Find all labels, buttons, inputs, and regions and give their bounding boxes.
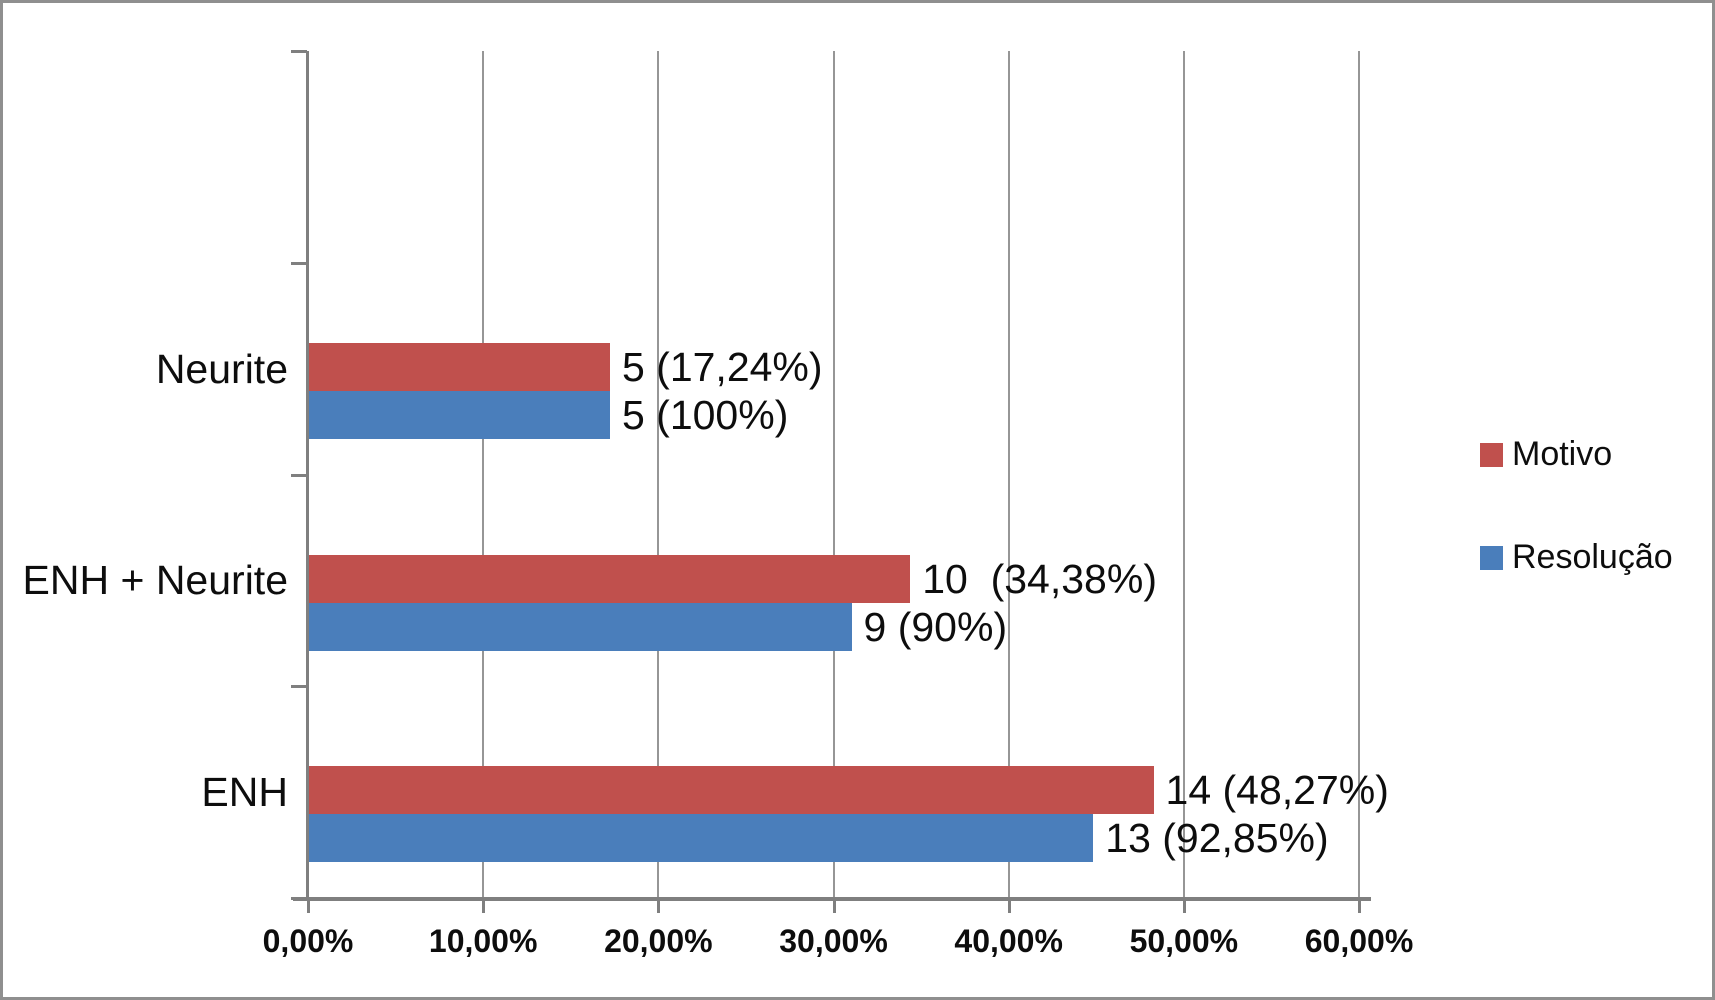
legend-label-resolucao: Resolução [1512, 538, 1673, 576]
legend-label-motivo: Motivo [1512, 435, 1613, 473]
resolucao-swatch-icon [1480, 545, 1503, 570]
x-axis-tick [657, 898, 661, 913]
x-axis-tick [832, 898, 836, 913]
bar-data-label: 5 (100%) [621, 391, 789, 438]
legend-item-motivo: Motivo [1480, 436, 1673, 473]
bar-motivo-3 [308, 766, 1154, 815]
y-axis-line [306, 51, 309, 898]
y-axis-tick [291, 473, 307, 477]
y-axis-tick [291, 50, 307, 53]
gridline [1182, 51, 1185, 898]
category-label: ENH [201, 769, 288, 816]
gridline [482, 51, 485, 898]
x-axis-tick [1182, 898, 1186, 913]
bar-motivo-1 [308, 342, 610, 391]
category-label: ENH + Neurite [22, 557, 288, 604]
bar-resolução-2 [308, 602, 852, 651]
x-axis-tick-label: 50,00% [1129, 923, 1239, 959]
bar-resolução-3 [308, 814, 1094, 863]
x-axis-tick [1358, 898, 1361, 913]
motivo-swatch-icon [1480, 442, 1503, 467]
x-axis-tick-label: 30,00% [779, 923, 888, 959]
gridline [1007, 51, 1010, 898]
y-axis-tick [291, 685, 307, 689]
x-axis-tick [482, 898, 486, 913]
bar-data-label: 13 (92,85%) [1105, 815, 1329, 862]
y-axis-tick [291, 261, 307, 265]
x-axis-tick-label: 60,00% [1304, 923, 1414, 959]
legend: Motivo Resolução [1480, 436, 1673, 642]
x-axis-line [293, 897, 1371, 901]
category-label: Neurite [155, 345, 288, 392]
bar-data-label: 10 (34,38%) [922, 555, 1157, 602]
x-axis-tick-label: 10,00% [428, 923, 538, 959]
bar-motivo-2 [308, 554, 911, 603]
bar-data-label: 5 (17,24%) [621, 343, 823, 390]
x-axis-tick-label: 0,00% [262, 923, 354, 959]
gridline [832, 51, 835, 898]
x-axis-tick [1007, 898, 1011, 913]
bar-resolução-1 [308, 390, 610, 439]
bar-data-label: 9 (90%) [863, 603, 1008, 650]
x-axis-tick-label: 20,00% [604, 923, 713, 959]
gridline [657, 51, 660, 898]
bar-data-label: 14 (48,27%) [1165, 767, 1389, 814]
legend-item-resolucao: Resolução [1480, 539, 1673, 576]
gridline [1358, 51, 1360, 898]
x-axis-tick [307, 898, 310, 913]
x-axis-tick-label: 40,00% [954, 923, 1063, 959]
plot-area: 5 (17,24%) 5 (100%) 10 (34,38%) 9 (90%) 14 (… [308, 51, 1389, 898]
